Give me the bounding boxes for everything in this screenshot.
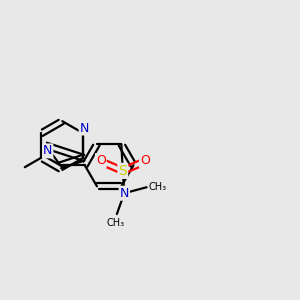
Text: S: S	[118, 164, 127, 178]
Text: O: O	[96, 154, 106, 167]
Text: O: O	[140, 154, 150, 167]
Text: CH₃: CH₃	[106, 218, 124, 228]
Text: N: N	[80, 122, 89, 134]
Text: N: N	[43, 144, 52, 158]
Text: N: N	[120, 187, 129, 200]
Text: CH₃: CH₃	[149, 182, 167, 192]
